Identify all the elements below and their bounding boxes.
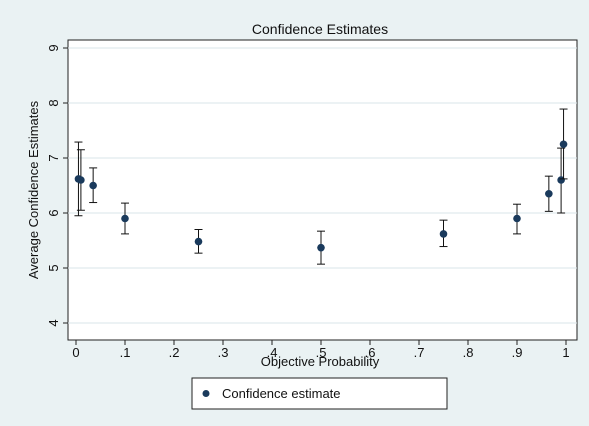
x-tick-label: .3 bbox=[218, 345, 229, 360]
x-axis-title: Objective Probability bbox=[261, 354, 380, 369]
plot-area bbox=[67, 39, 578, 341]
legend-marker bbox=[202, 390, 210, 397]
x-tick-label: .4 bbox=[267, 345, 278, 360]
x-tick-label: .5 bbox=[316, 345, 327, 360]
y-tick-label: 7 bbox=[46, 154, 61, 161]
y-tick-label: 6 bbox=[46, 209, 61, 216]
x-tick-label: .7 bbox=[414, 345, 425, 360]
legend-label: Confidence estimate bbox=[222, 386, 341, 401]
x-tick-label: .6 bbox=[365, 345, 376, 360]
y-tick-label: 5 bbox=[46, 264, 61, 271]
data-point bbox=[194, 237, 203, 246]
data-point bbox=[317, 243, 325, 252]
data-point bbox=[557, 176, 565, 184]
x-tick-label: 1 bbox=[562, 345, 569, 360]
data-point bbox=[545, 189, 553, 198]
data-point bbox=[89, 181, 97, 190]
axis-layer: 4 5 6 7 8 9 0 .1 .2 .3 .4 .5 .6 .7 .8 .9 1 bbox=[46, 44, 570, 360]
x-tick-label: .9 bbox=[512, 345, 523, 360]
data-point bbox=[77, 176, 85, 184]
legend-box bbox=[191, 377, 448, 410]
data-point bbox=[439, 230, 448, 238]
x-tick-label: 0 bbox=[72, 345, 79, 360]
legend: Confidence estimate bbox=[191, 377, 448, 410]
data-layer bbox=[74, 108, 568, 265]
x-tick-label: .8 bbox=[463, 345, 474, 360]
y-tick-label: 8 bbox=[46, 99, 61, 106]
y-axis-title: Average Confidence Estimates bbox=[26, 100, 41, 279]
x-tick-label: .1 bbox=[120, 345, 131, 360]
y-tick-label: 9 bbox=[46, 44, 61, 51]
x-tick-label: .2 bbox=[169, 345, 180, 360]
data-point bbox=[121, 214, 129, 223]
data-point bbox=[559, 140, 568, 149]
chart-title: Confidence Estimates bbox=[252, 21, 388, 37]
grid-layer bbox=[68, 47, 577, 324]
data-point bbox=[513, 214, 521, 223]
y-tick-label: 4 bbox=[46, 319, 61, 326]
